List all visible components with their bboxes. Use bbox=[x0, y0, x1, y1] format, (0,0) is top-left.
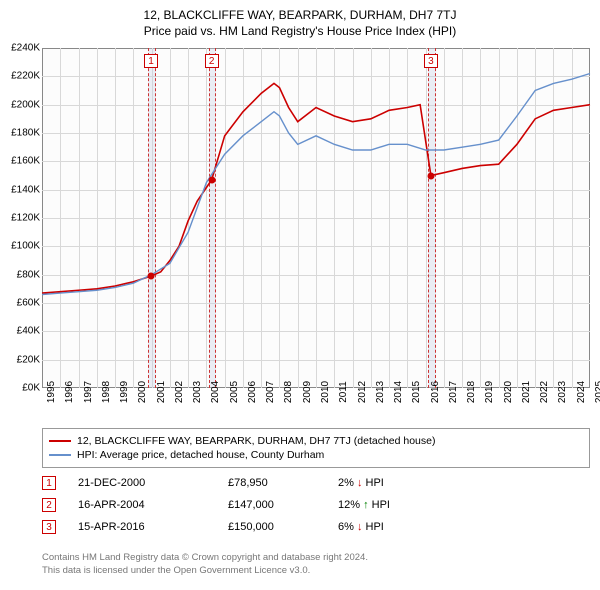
chart-subtitle: Price paid vs. HM Land Registry's House … bbox=[0, 22, 600, 42]
x-axis-label: 2012 bbox=[357, 381, 368, 403]
x-axis-label: 1999 bbox=[119, 381, 130, 403]
x-axis-label: 2000 bbox=[137, 381, 148, 403]
footer-line-1: Contains HM Land Registry data © Crown c… bbox=[42, 552, 590, 565]
transaction-date: 16-APR-2004 bbox=[78, 499, 228, 511]
x-axis-label: 2011 bbox=[338, 381, 349, 403]
transaction-number-box: 1 bbox=[42, 476, 56, 490]
transaction-row: 3 15-APR-2016£150,0006% ↓ HPI bbox=[42, 516, 590, 538]
y-axis-label: £0K bbox=[4, 383, 40, 394]
x-axis-label: 2020 bbox=[503, 381, 514, 403]
y-axis-label: £180K bbox=[4, 128, 40, 139]
x-axis-label: 2007 bbox=[265, 381, 276, 403]
chart-container: 12, BLACKCLIFFE WAY, BEARPARK, DURHAM, D… bbox=[0, 0, 600, 590]
transaction-price: £78,950 bbox=[228, 477, 338, 489]
x-axis-label: 1997 bbox=[83, 381, 94, 403]
transactions-table: 1 21-DEC-2000£78,9502% ↓ HPI 2 16-APR-2004£… bbox=[42, 472, 590, 538]
x-axis-label: 2003 bbox=[192, 381, 203, 403]
x-axis-label: 1998 bbox=[101, 381, 112, 403]
y-axis-label: £40K bbox=[4, 326, 40, 337]
x-axis-label: 2022 bbox=[539, 381, 550, 403]
legend-label: 12, BLACKCLIFFE WAY, BEARPARK, DURHAM, D… bbox=[77, 435, 436, 447]
marker-number-box: 3 bbox=[424, 54, 438, 68]
legend-swatch bbox=[49, 440, 71, 442]
transaction-date: 15-APR-2016 bbox=[78, 521, 228, 533]
legend: 12, BLACKCLIFFE WAY, BEARPARK, DURHAM, D… bbox=[42, 428, 590, 468]
x-axis-label: 2008 bbox=[283, 381, 294, 403]
x-axis-label: 2024 bbox=[576, 381, 587, 403]
transaction-number-box: 3 bbox=[42, 520, 56, 534]
x-axis-label: 2013 bbox=[375, 381, 386, 403]
y-axis-label: £240K bbox=[4, 43, 40, 54]
x-axis-label: 2005 bbox=[229, 381, 240, 403]
x-axis-label: 2023 bbox=[557, 381, 568, 403]
x-axis-label: 2004 bbox=[210, 381, 221, 403]
marker-dot bbox=[427, 172, 434, 179]
footer: Contains HM Land Registry data © Crown c… bbox=[42, 552, 590, 578]
x-axis-label: 2016 bbox=[430, 381, 441, 403]
y-axis-label: £220K bbox=[4, 71, 40, 82]
y-axis-label: £200K bbox=[4, 99, 40, 110]
y-axis-label: £160K bbox=[4, 156, 40, 167]
y-axis-label: £100K bbox=[4, 241, 40, 252]
transaction-change: 12% ↑ HPI bbox=[338, 499, 590, 511]
x-axis-label: 2001 bbox=[156, 381, 167, 403]
y-axis-label: £140K bbox=[4, 184, 40, 195]
transaction-date: 21-DEC-2000 bbox=[78, 477, 228, 489]
chart-title: 12, BLACKCLIFFE WAY, BEARPARK, DURHAM, D… bbox=[0, 0, 600, 22]
marker-dot bbox=[208, 176, 215, 183]
legend-item: 12, BLACKCLIFFE WAY, BEARPARK, DURHAM, D… bbox=[49, 434, 583, 448]
x-axis-label: 2014 bbox=[393, 381, 404, 403]
footer-line-2: This data is licensed under the Open Gov… bbox=[42, 565, 590, 578]
transaction-change: 6% ↓ HPI bbox=[338, 521, 590, 533]
transaction-row: 1 21-DEC-2000£78,9502% ↓ HPI bbox=[42, 472, 590, 494]
x-axis-label: 2015 bbox=[411, 381, 422, 403]
y-axis-label: £80K bbox=[4, 269, 40, 280]
series-line-price_paid bbox=[42, 83, 590, 293]
y-axis-label: £120K bbox=[4, 213, 40, 224]
x-axis-label: 2025 bbox=[594, 381, 600, 403]
y-axis-label: £20K bbox=[4, 354, 40, 365]
x-axis-label: 2019 bbox=[484, 381, 495, 403]
transaction-price: £150,000 bbox=[228, 521, 338, 533]
marker-dot bbox=[148, 273, 155, 280]
chart-lines bbox=[42, 48, 590, 388]
transaction-price: £147,000 bbox=[228, 499, 338, 511]
x-axis-label: 2018 bbox=[466, 381, 477, 403]
transaction-row: 2 16-APR-2004£147,00012% ↑ HPI bbox=[42, 494, 590, 516]
x-axis-label: 1995 bbox=[46, 381, 57, 403]
legend-label: HPI: Average price, detached house, Coun… bbox=[77, 449, 324, 461]
y-axis-label: £60K bbox=[4, 298, 40, 309]
marker-number-box: 2 bbox=[205, 54, 219, 68]
transaction-change: 2% ↓ HPI bbox=[338, 477, 590, 489]
transaction-number-box: 2 bbox=[42, 498, 56, 512]
x-axis-label: 2010 bbox=[320, 381, 331, 403]
x-axis-label: 2009 bbox=[302, 381, 313, 403]
x-axis-label: 2017 bbox=[448, 381, 459, 403]
chart-plot-area: 1 2 3 bbox=[42, 48, 590, 388]
legend-item: HPI: Average price, detached house, Coun… bbox=[49, 448, 583, 462]
marker-number-box: 1 bbox=[144, 54, 158, 68]
x-axis-label: 2021 bbox=[521, 381, 532, 403]
x-axis-label: 2002 bbox=[174, 381, 185, 403]
x-axis-label: 2006 bbox=[247, 381, 258, 403]
legend-swatch bbox=[49, 454, 71, 456]
x-axis-label: 1996 bbox=[64, 381, 75, 403]
